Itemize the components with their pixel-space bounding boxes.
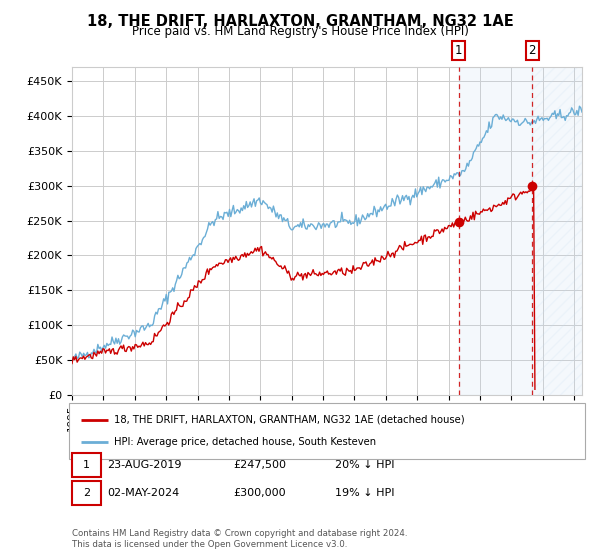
Text: 1: 1 — [455, 44, 463, 57]
Text: 2: 2 — [83, 488, 90, 498]
Text: 18, THE DRIFT, HARLAXTON, GRANTHAM, NG32 1AE: 18, THE DRIFT, HARLAXTON, GRANTHAM, NG32… — [86, 14, 514, 29]
Text: Contains HM Land Registry data © Crown copyright and database right 2024.
This d: Contains HM Land Registry data © Crown c… — [72, 529, 407, 549]
Bar — [532, 67, 582, 395]
Text: 1: 1 — [83, 460, 90, 470]
Text: 19% ↓ HPI: 19% ↓ HPI — [335, 488, 394, 498]
Text: Price paid vs. HM Land Registry's House Price Index (HPI): Price paid vs. HM Land Registry's House … — [131, 25, 469, 38]
Text: 02-MAY-2024: 02-MAY-2024 — [107, 488, 179, 498]
Bar — [459, 67, 532, 395]
Text: 18, THE DRIFT, HARLAXTON, GRANTHAM, NG32 1AE (detached house): 18, THE DRIFT, HARLAXTON, GRANTHAM, NG32… — [114, 415, 464, 425]
Text: £300,000: £300,000 — [233, 488, 286, 498]
Text: 2: 2 — [529, 44, 536, 57]
Text: 20% ↓ HPI: 20% ↓ HPI — [335, 460, 394, 470]
Text: 23-AUG-2019: 23-AUG-2019 — [107, 460, 181, 470]
Text: £247,500: £247,500 — [233, 460, 286, 470]
Text: HPI: Average price, detached house, South Kesteven: HPI: Average price, detached house, Sout… — [114, 437, 376, 447]
